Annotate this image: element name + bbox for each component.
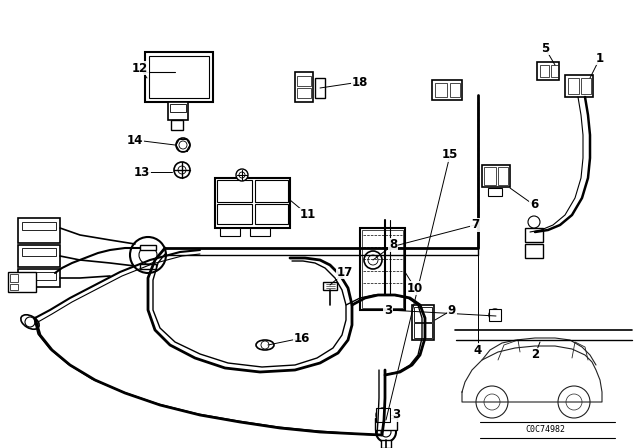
Bar	[375, 418, 397, 430]
Bar	[362, 230, 403, 308]
Bar	[18, 245, 60, 267]
Text: 2: 2	[531, 349, 539, 362]
Text: 5: 5	[541, 42, 549, 55]
Bar	[140, 245, 156, 250]
Text: 7: 7	[471, 219, 479, 232]
Text: 9: 9	[448, 303, 456, 316]
Circle shape	[492, 312, 498, 318]
Bar	[215, 178, 290, 228]
Circle shape	[364, 251, 382, 269]
Bar	[540, 65, 549, 77]
Circle shape	[379, 411, 387, 419]
Circle shape	[236, 169, 248, 181]
Circle shape	[178, 166, 186, 174]
Bar	[18, 269, 60, 287]
Bar	[217, 180, 252, 202]
Text: 1: 1	[596, 52, 604, 65]
Text: 16: 16	[294, 332, 310, 345]
Bar	[10, 284, 18, 290]
Bar	[297, 76, 311, 86]
Bar	[22, 272, 56, 280]
Bar	[525, 228, 543, 242]
Bar	[565, 75, 593, 97]
Circle shape	[566, 394, 582, 410]
Circle shape	[381, 427, 391, 437]
Bar	[22, 248, 56, 256]
Bar	[581, 78, 591, 94]
Text: 6: 6	[530, 198, 538, 211]
Bar	[360, 228, 405, 310]
Circle shape	[130, 237, 166, 273]
Bar	[450, 83, 460, 97]
Bar	[255, 180, 288, 202]
Circle shape	[476, 386, 508, 418]
Ellipse shape	[256, 340, 274, 350]
Bar	[488, 188, 502, 196]
Circle shape	[376, 422, 396, 442]
Bar	[297, 88, 311, 98]
Bar	[217, 204, 252, 224]
Ellipse shape	[21, 315, 39, 329]
Text: 17: 17	[337, 266, 353, 279]
Bar	[412, 305, 434, 340]
Bar	[220, 228, 240, 236]
Bar	[145, 52, 213, 102]
Bar	[295, 72, 313, 102]
Bar	[323, 282, 337, 290]
Text: 11: 11	[300, 208, 316, 221]
Circle shape	[484, 394, 500, 410]
Circle shape	[376, 408, 390, 422]
Circle shape	[139, 246, 157, 264]
Bar	[435, 83, 447, 97]
Text: 3: 3	[392, 409, 400, 422]
Bar	[489, 309, 501, 321]
Bar	[255, 204, 288, 224]
Text: 3: 3	[384, 303, 392, 316]
Bar	[171, 120, 183, 130]
Bar	[414, 323, 432, 338]
Text: 12: 12	[132, 61, 148, 74]
Text: 4: 4	[474, 344, 482, 357]
Circle shape	[176, 138, 190, 152]
Bar	[537, 62, 559, 80]
Circle shape	[528, 216, 540, 228]
Circle shape	[368, 255, 378, 265]
Bar	[140, 264, 156, 269]
Bar	[381, 440, 391, 448]
Bar	[10, 274, 18, 282]
Text: 13: 13	[134, 165, 150, 178]
Text: C0C74982: C0C74982	[525, 426, 565, 435]
Circle shape	[179, 141, 187, 149]
Circle shape	[174, 162, 190, 178]
Bar	[315, 78, 325, 98]
Text: 15: 15	[442, 148, 458, 161]
Bar	[568, 78, 579, 94]
Bar	[484, 167, 496, 185]
Bar	[551, 65, 558, 77]
Bar	[149, 56, 209, 98]
Text: 8: 8	[389, 238, 397, 251]
Circle shape	[558, 386, 590, 418]
Bar	[525, 244, 543, 258]
Bar	[432, 80, 462, 100]
Bar	[482, 165, 510, 187]
Circle shape	[261, 341, 269, 349]
Text: 14: 14	[127, 134, 143, 146]
Text: 18: 18	[352, 76, 368, 89]
Text: 10: 10	[407, 281, 423, 294]
Circle shape	[489, 309, 501, 321]
Bar	[498, 167, 508, 185]
Bar	[414, 307, 432, 322]
Circle shape	[25, 317, 35, 327]
Bar	[22, 222, 56, 230]
Bar	[250, 228, 270, 236]
Bar	[376, 408, 390, 422]
Bar	[8, 272, 36, 292]
Bar	[18, 218, 60, 243]
Bar	[170, 104, 186, 112]
Bar	[168, 102, 188, 120]
Circle shape	[239, 172, 245, 178]
